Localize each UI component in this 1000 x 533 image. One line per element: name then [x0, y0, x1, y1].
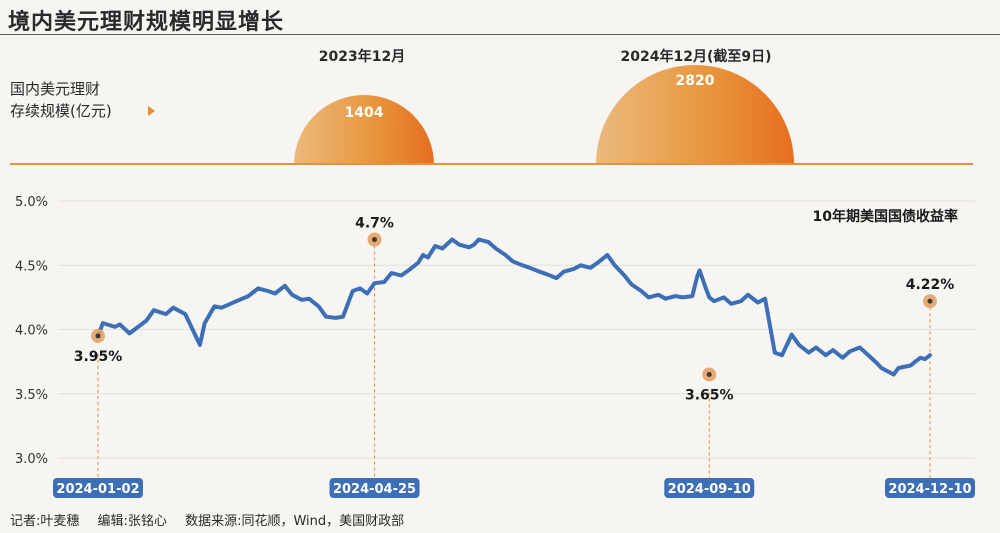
series-line	[96, 237, 932, 377]
x-date-box	[664, 478, 755, 498]
data-label: 4.7%	[355, 216, 394, 232]
bubble-period-2024: 2024年12月(截至9日)	[620, 49, 772, 65]
x-date-box	[53, 478, 143, 498]
page-title: 境内美元理财规模明显增长	[8, 10, 285, 35]
data-label: 3.95%	[74, 349, 123, 365]
data-label: 3.65%	[685, 387, 734, 403]
scale-label: 国内美元理财 存续规模(亿元)	[10, 78, 112, 122]
footer: 记者:叶麦穗 编辑:张铭心 数据来源:同花顺，Wind，美国财政部	[10, 510, 418, 529]
y-tick-label: 3.5%	[15, 388, 48, 403]
x-date-box	[329, 478, 420, 498]
triangle-right-icon	[148, 106, 155, 116]
title-divider	[0, 34, 1000, 35]
x-tick-label: 2024-09-10	[668, 482, 751, 497]
y-tick-label: 4.5%	[15, 259, 48, 274]
bubble-value-2024: 2820	[675, 73, 715, 89]
y-tick-label: 4.0%	[15, 324, 48, 339]
x-date-box	[885, 478, 975, 498]
point-dot	[927, 298, 933, 304]
footer-reporter: 记者:叶麦穗	[10, 514, 80, 529]
scale-label-line1: 国内美元理财	[10, 80, 101, 98]
bubble-period-2023: 2023年12月	[318, 49, 406, 65]
series-label: 10年期美国国债收益率	[813, 208, 958, 225]
scale-label-line2: 存续规模(亿元)	[10, 102, 112, 120]
x-tick-label: 2024-04-25	[333, 482, 416, 497]
footer-source: 数据来源:同花顺，Wind，美国财政部	[185, 514, 405, 529]
footer-editor: 编辑:张铭心	[97, 514, 167, 529]
data-label: 4.22%	[906, 277, 955, 293]
point-dot	[706, 371, 712, 377]
point-dot	[95, 333, 101, 339]
y-tick-label: 3.0%	[15, 452, 48, 467]
point-dot	[372, 237, 378, 243]
bubble-value-2023: 1404	[344, 105, 384, 121]
bubble-baseline	[10, 163, 973, 165]
y-tick-label: 5.0%	[15, 195, 48, 210]
x-tick-label: 2024-12-10	[888, 482, 971, 497]
x-tick-label: 2024-01-02	[56, 482, 139, 497]
